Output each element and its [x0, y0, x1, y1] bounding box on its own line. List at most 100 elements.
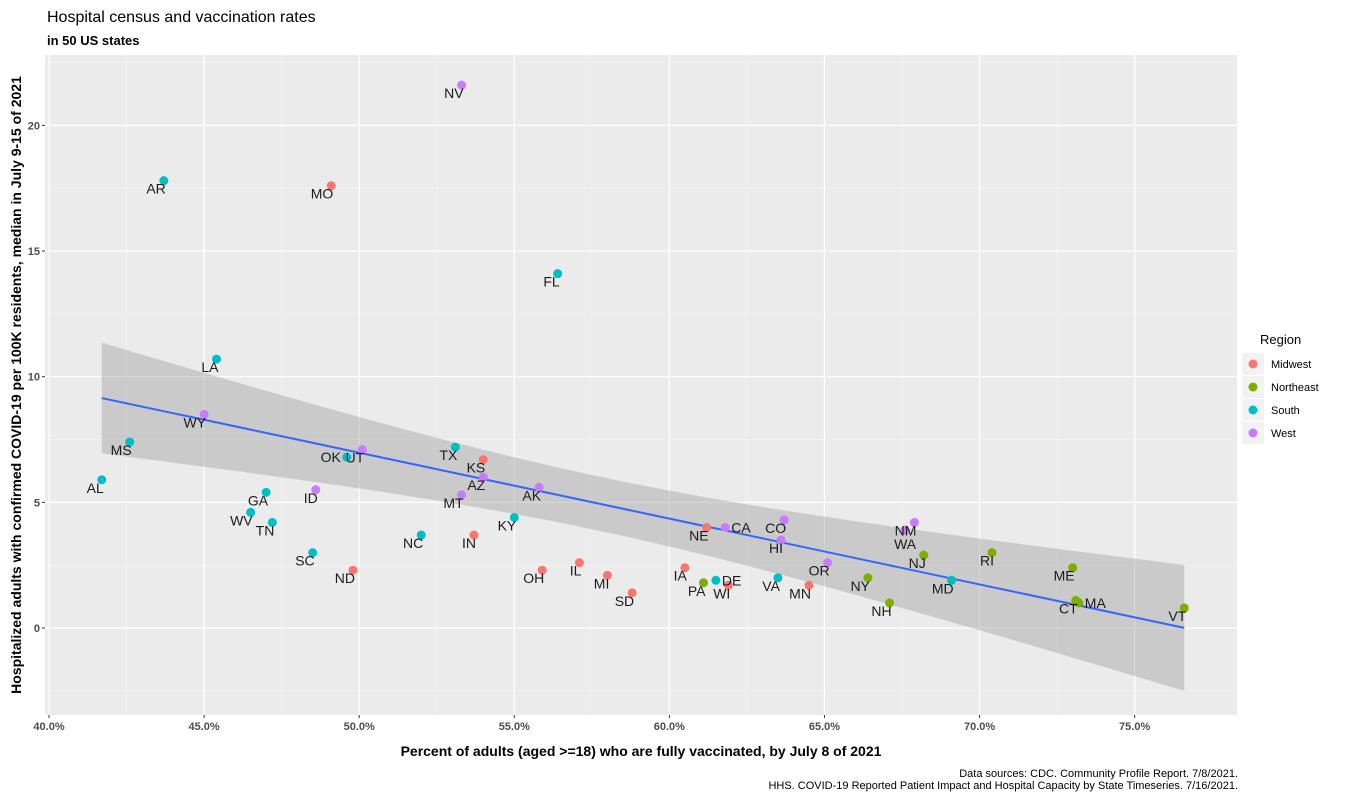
label-ca: CA: [731, 520, 751, 536]
point-mn: [804, 580, 814, 590]
point-tn: [267, 517, 277, 527]
point-ar: [159, 176, 169, 186]
label-nv: NV: [444, 85, 464, 101]
plot-panel: [45, 55, 1237, 715]
label-ri: RI: [980, 553, 994, 569]
point-nm: [909, 517, 919, 527]
point-ky: [509, 512, 519, 522]
label-wv: WV: [230, 512, 253, 528]
point-nd: [348, 565, 358, 575]
label-ak: AK: [522, 487, 541, 503]
legend-marker-midwest: [1248, 359, 1258, 369]
label-vt: VT: [1168, 608, 1186, 624]
y-tick-label: 10: [28, 372, 40, 384]
point-nj: [919, 550, 929, 560]
point-va: [773, 573, 783, 583]
label-ut: UT: [346, 450, 365, 466]
legend-marker-west: [1248, 428, 1258, 438]
label-md: MD: [932, 580, 954, 596]
label-nm: NM: [895, 522, 917, 538]
point-de: [711, 575, 721, 585]
label-ar: AR: [146, 181, 165, 197]
point-ia: [680, 563, 690, 573]
point-la: [212, 354, 222, 364]
label-co: CO: [765, 520, 786, 536]
point-ut: [357, 445, 367, 455]
caption-line-2: HHS. COVID-19 Reported Patient Impact an…: [768, 780, 1238, 792]
point-fl: [553, 269, 563, 279]
y-tick-label: 5: [34, 497, 40, 509]
label-la: LA: [201, 359, 219, 375]
label-fl: FL: [543, 274, 560, 290]
point-ms: [125, 437, 135, 447]
chart-subtitle: in 50 US states: [47, 33, 140, 48]
label-mi: MI: [594, 575, 610, 591]
label-ny: NY: [850, 578, 870, 594]
point-nv: [457, 80, 467, 90]
label-ga: GA: [248, 492, 269, 508]
point-ok: [342, 452, 352, 462]
label-mo: MO: [311, 186, 334, 202]
point-pa: [699, 578, 709, 588]
point-mt: [457, 490, 467, 500]
y-tick-label: 20: [28, 120, 40, 132]
label-id: ID: [304, 490, 318, 506]
point-sc: [308, 548, 318, 558]
legend-label-west: West: [1271, 428, 1296, 440]
confidence-band-group: [101, 342, 1185, 691]
label-hi: HI: [769, 540, 783, 556]
point-ri: [987, 548, 997, 558]
point-sd: [627, 588, 637, 598]
x-tick-label: 40.0%: [33, 721, 64, 733]
x-axis-label: Percent of adults (aged >=18) who are fu…: [401, 743, 882, 759]
point-ga: [261, 487, 271, 497]
point-ks: [478, 455, 488, 465]
legend-marker-northeast: [1248, 382, 1258, 392]
point-nh: [885, 598, 895, 608]
point-ma: [1074, 598, 1084, 608]
x-tick-label: 60.0%: [654, 721, 685, 733]
point-wa: [900, 525, 910, 535]
point-md: [947, 575, 957, 585]
point-al: [97, 475, 107, 485]
point-or: [823, 558, 833, 568]
x-axis-ticks: 40.0% 45.0% 50.0% 55.0% 60.0% 65.0% 70.0% 75.0%: [33, 715, 1150, 733]
y-tick-label: 15: [28, 246, 40, 258]
point-ca: [720, 523, 730, 533]
x-tick-label: 45.0%: [189, 721, 220, 733]
label-nj: NJ: [909, 555, 926, 571]
label-ne: NE: [689, 528, 708, 544]
label-ky: KY: [498, 517, 517, 533]
x-tick-label: 70.0%: [964, 721, 995, 733]
label-il: IL: [570, 563, 582, 579]
x-tick-label: 50.0%: [344, 721, 375, 733]
label-sd: SD: [615, 593, 634, 609]
label-oh: OH: [523, 570, 544, 586]
label-ks: KS: [467, 460, 486, 476]
label-tn: TN: [256, 522, 275, 538]
legend: Region Midwest Northeast South West: [1242, 332, 1319, 444]
label-va: VA: [762, 578, 780, 594]
label-tx: TX: [439, 447, 458, 463]
label-al: AL: [87, 480, 104, 496]
label-wa: WA: [894, 536, 917, 552]
label-nc: NC: [403, 535, 423, 551]
caption-line-1: Data sources: CDC. Community Profile Rep…: [959, 768, 1238, 780]
point-me: [1068, 563, 1078, 573]
point-wi: [723, 580, 733, 590]
legend-label-northeast: Northeast: [1271, 382, 1319, 394]
label-ia: IA: [674, 568, 688, 584]
point-id: [311, 485, 321, 495]
point-az: [478, 472, 488, 482]
label-nd: ND: [335, 570, 355, 586]
legend-label-midwest: Midwest: [1271, 359, 1311, 371]
label-in: IN: [462, 535, 476, 551]
label-mn: MN: [789, 585, 811, 601]
label-me: ME: [1054, 568, 1075, 584]
label-sc: SC: [295, 553, 314, 569]
label-ct: CT: [1059, 600, 1078, 616]
point-il: [574, 558, 584, 568]
point-tx: [450, 442, 460, 452]
point-ne: [702, 523, 712, 533]
